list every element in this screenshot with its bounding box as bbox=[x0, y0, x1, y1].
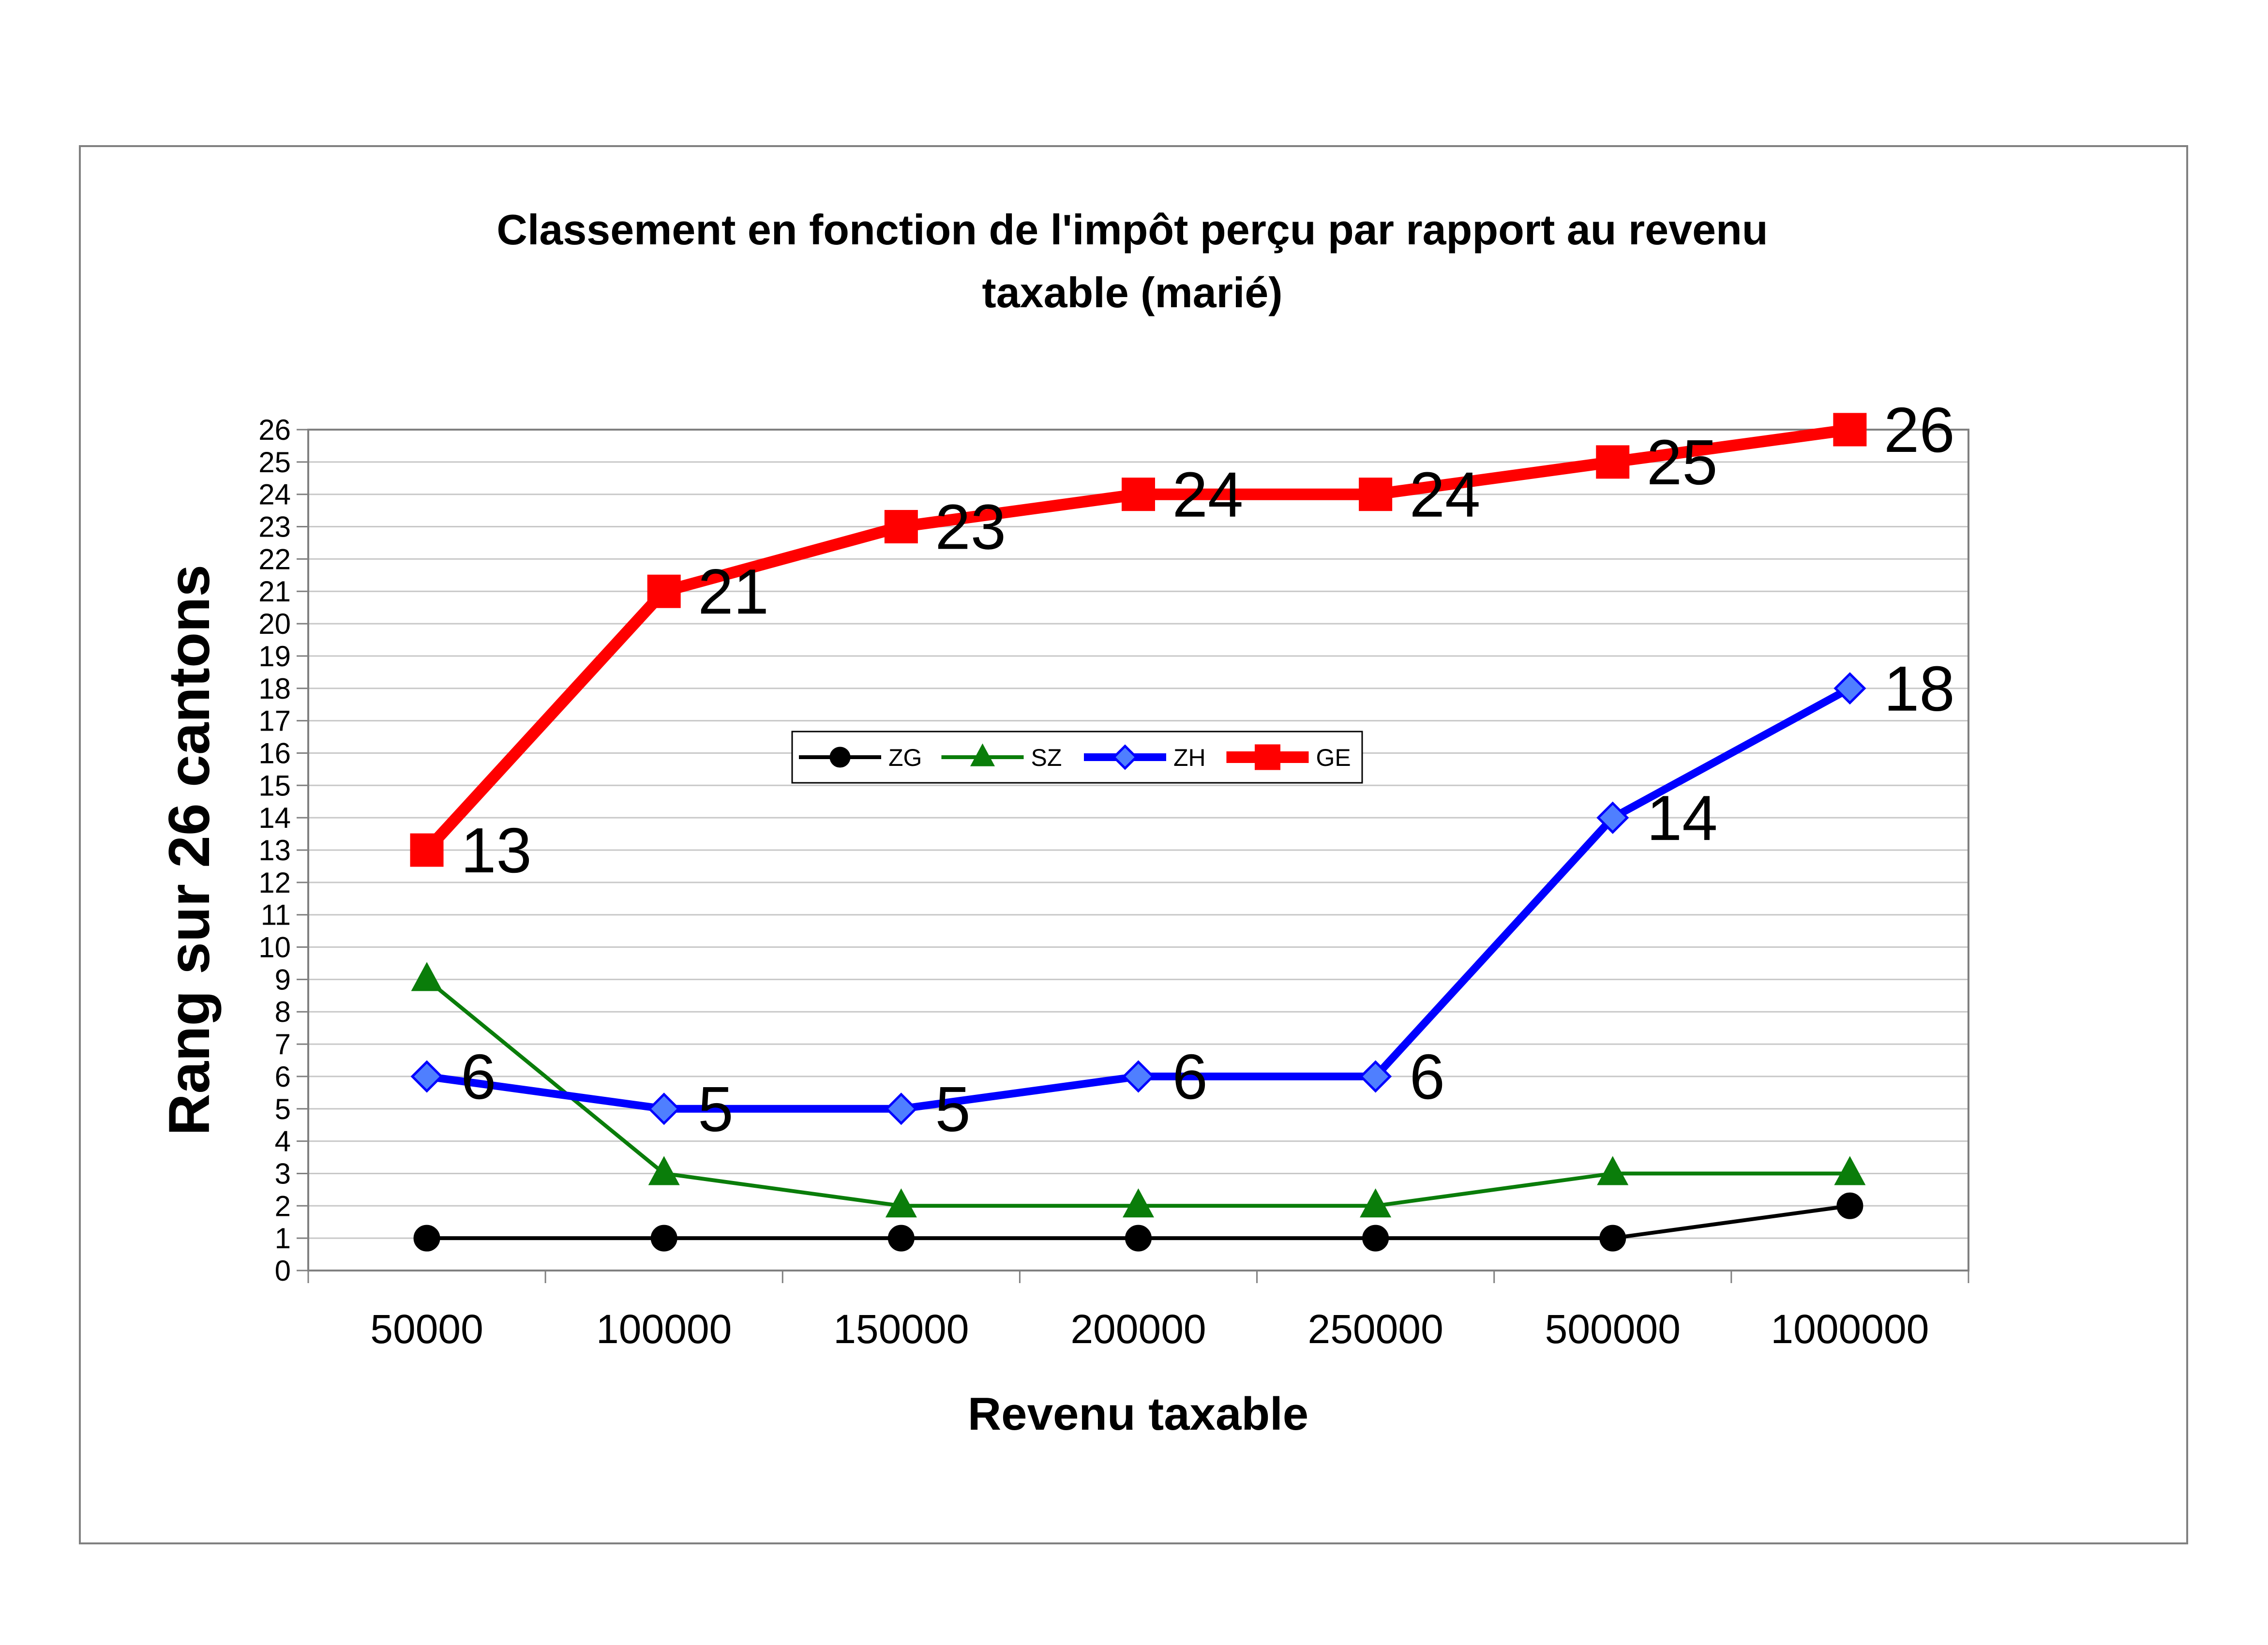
data-label-zh: 6 bbox=[1410, 1041, 1445, 1112]
data-label-ge: 23 bbox=[935, 492, 1006, 563]
series-sz-point bbox=[1834, 1156, 1866, 1185]
y-tick-label: 19 bbox=[258, 640, 291, 673]
x-tick-label: 500000 bbox=[1545, 1306, 1681, 1352]
series-zg-point bbox=[1836, 1192, 1863, 1219]
data-label-ge: 13 bbox=[461, 815, 532, 886]
data-label-zh: 18 bbox=[1884, 653, 1955, 724]
x-tick-label: 200000 bbox=[1070, 1306, 1206, 1352]
y-tick-label: 13 bbox=[258, 834, 291, 867]
series-zh-point bbox=[1596, 801, 1629, 834]
series-ge-point bbox=[1359, 478, 1393, 511]
series bbox=[410, 413, 1867, 1252]
y-tick-label: 21 bbox=[258, 575, 291, 608]
y-tick-label: 25 bbox=[258, 446, 291, 479]
data-label-ge: 25 bbox=[1647, 427, 1718, 498]
series-sz-point bbox=[411, 962, 443, 991]
legend-label-sz: SZ bbox=[1031, 744, 1062, 771]
x-tick-label: 150000 bbox=[833, 1306, 969, 1352]
series-zg-point bbox=[1599, 1225, 1626, 1252]
series-sz-point bbox=[1597, 1156, 1629, 1185]
legend: ZG SZ ZH GE bbox=[791, 731, 1363, 784]
series-ge-point bbox=[1596, 445, 1630, 479]
series-sz bbox=[411, 962, 1866, 1218]
legend-label-zg: ZG bbox=[888, 744, 922, 771]
gridlines bbox=[308, 461, 1968, 1239]
series-sz-point bbox=[885, 1188, 917, 1218]
series-zg-point bbox=[413, 1225, 440, 1252]
y-tick-label: 14 bbox=[258, 802, 291, 834]
data-label-zh: 5 bbox=[935, 1074, 970, 1145]
series-zg-point bbox=[887, 1225, 915, 1252]
series-ge-point bbox=[647, 574, 681, 608]
legend-marker-zh bbox=[1112, 744, 1138, 770]
y-tick-label: 3 bbox=[275, 1157, 291, 1190]
legend-label-zh: ZH bbox=[1173, 744, 1206, 771]
data-label-ge: 26 bbox=[1884, 394, 1955, 465]
data-label-zh: 14 bbox=[1647, 782, 1718, 853]
series-zg-point bbox=[650, 1225, 677, 1252]
series-sz-point bbox=[1122, 1188, 1155, 1218]
series-ge-point bbox=[410, 833, 444, 867]
data-label-ge: 24 bbox=[1172, 459, 1244, 530]
data-label-ge: 21 bbox=[698, 556, 769, 627]
series-zg-point bbox=[1362, 1225, 1389, 1252]
series-ge-point bbox=[1833, 413, 1867, 447]
y-axis-title: Rang sur 26 cantons bbox=[157, 565, 222, 1136]
y-tick-label: 23 bbox=[258, 511, 291, 543]
series-ge-point bbox=[1122, 478, 1155, 511]
y-tick-label: 18 bbox=[258, 673, 291, 705]
series-zh-point bbox=[885, 1092, 917, 1125]
axes: 0123456789101112131415161718192021222324… bbox=[258, 414, 1969, 1352]
series-zh-point bbox=[410, 1060, 443, 1093]
y-tick-label: 12 bbox=[258, 867, 291, 899]
chart-title-line-1: Classement en fonction de l'impôt perçu … bbox=[496, 206, 1768, 254]
y-tick-label: 10 bbox=[258, 931, 291, 964]
y-tick-label: 5 bbox=[275, 1093, 291, 1125]
data-label-zh: 5 bbox=[698, 1074, 733, 1145]
x-tick-label: 50000 bbox=[370, 1306, 483, 1352]
data-label-zh: 6 bbox=[461, 1041, 496, 1112]
series-ge bbox=[410, 413, 1867, 867]
x-axis-title: Revenu taxable bbox=[968, 1388, 1308, 1440]
chart-title-line-2: taxable (marié) bbox=[982, 269, 1282, 316]
series-zh-point bbox=[1359, 1060, 1392, 1093]
series-zh-point bbox=[1833, 672, 1866, 705]
y-tick-label: 24 bbox=[258, 479, 291, 511]
y-tick-label: 1 bbox=[275, 1222, 291, 1255]
y-tick-label: 16 bbox=[258, 737, 291, 769]
series-zg bbox=[413, 1192, 1863, 1252]
series-zg-point bbox=[1125, 1225, 1152, 1252]
y-tick-label: 17 bbox=[258, 705, 291, 737]
y-tick-label: 26 bbox=[258, 414, 291, 446]
y-tick-label: 2 bbox=[275, 1190, 291, 1222]
y-tick-label: 7 bbox=[275, 1028, 291, 1061]
y-tick-label: 6 bbox=[275, 1061, 291, 1093]
y-tick-label: 22 bbox=[258, 543, 291, 575]
series-sz-point bbox=[648, 1156, 680, 1185]
y-tick-label: 9 bbox=[275, 963, 291, 996]
legend-label-ge: GE bbox=[1316, 744, 1351, 771]
y-tick-label: 15 bbox=[258, 769, 291, 802]
y-tick-label: 11 bbox=[261, 899, 291, 931]
legend-marker-zg bbox=[829, 747, 851, 768]
y-tick-label: 0 bbox=[275, 1255, 291, 1287]
x-tick-label: 100000 bbox=[596, 1306, 732, 1352]
series-zh bbox=[410, 672, 1866, 1125]
series-zh-point bbox=[647, 1092, 680, 1125]
y-tick-label: 8 bbox=[275, 996, 291, 1028]
legend-marker-sz bbox=[970, 743, 995, 766]
y-tick-label: 4 bbox=[275, 1125, 291, 1158]
y-tick-label: 20 bbox=[258, 608, 291, 640]
series-ge-point bbox=[884, 510, 918, 544]
series-sz-point bbox=[1360, 1188, 1392, 1218]
series-zh-point bbox=[1122, 1060, 1155, 1093]
x-tick-label: 1000000 bbox=[1771, 1306, 1929, 1352]
x-tick-label: 250000 bbox=[1307, 1306, 1443, 1352]
data-labels: 6 5 5 6 6 14 18 13 21 23 24 24 25 26 bbox=[461, 394, 1955, 1145]
data-label-ge: 24 bbox=[1410, 459, 1481, 530]
data-label-zh: 6 bbox=[1172, 1041, 1208, 1112]
legend-marker-ge bbox=[1255, 744, 1280, 770]
